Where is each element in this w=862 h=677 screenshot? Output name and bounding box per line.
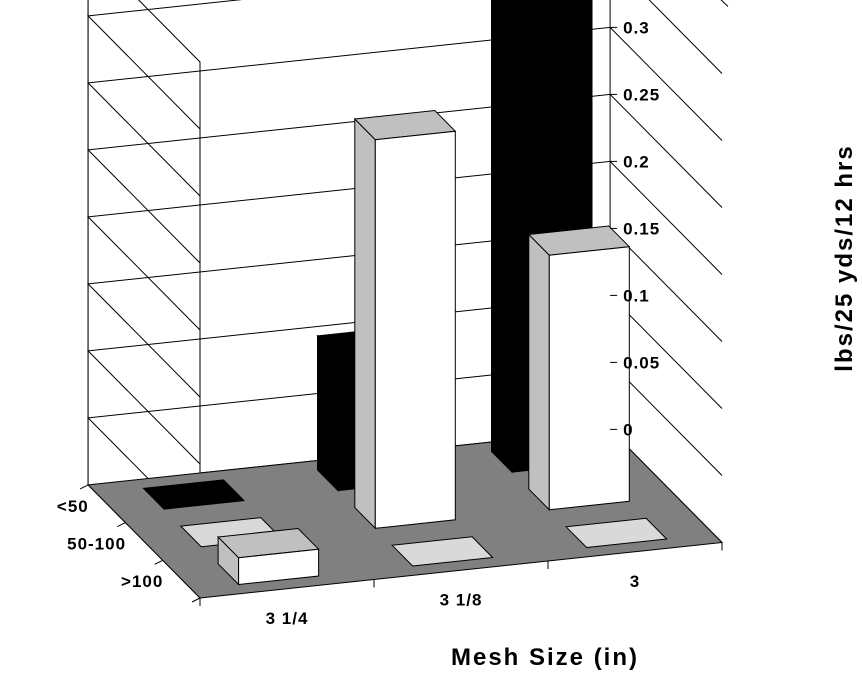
series-tick-label: >100 (121, 572, 163, 591)
gridline (87, 160, 723, 331)
y-tick-label: 0.25 (623, 85, 660, 104)
bar-base (391, 536, 494, 567)
y-tick-label: 0.2 (623, 152, 650, 171)
x-tick-label: 3 (630, 572, 640, 591)
bar (565, 517, 668, 549)
y-tick-label: 0.3 (623, 18, 650, 37)
gridline (87, 294, 723, 465)
chart-bars (142, 0, 668, 586)
bar-front (548, 246, 630, 511)
bar (142, 479, 246, 510)
bar-side (317, 334, 339, 492)
chart-walls (87, 0, 729, 600)
x-tick-label: 3 1/8 (440, 590, 483, 609)
bar-front (374, 130, 456, 529)
x-axis-title: Mesh Size (in) (451, 644, 639, 671)
series-tick-label: <50 (57, 497, 89, 516)
y-tick-label: 0.15 (623, 219, 660, 238)
series-tick-mark (79, 484, 89, 490)
bar (217, 527, 320, 586)
gridline (87, 0, 723, 130)
gridline (87, 26, 723, 197)
bar-side (354, 117, 376, 530)
y-tick-label: 0.1 (623, 286, 650, 305)
bar (527, 225, 631, 512)
series-tick-mark (191, 597, 201, 603)
top-right-edge (720, 0, 729, 7)
series-tick-mark (117, 522, 126, 528)
y-axis-title: lbs/25 yds/12 hrs (831, 144, 858, 371)
bar-base (565, 517, 668, 549)
series-axis-ticks: <50 50-100 >100 (57, 484, 201, 603)
bar-base (142, 479, 246, 510)
bar-side (528, 233, 550, 512)
y-axis-ticks: 00.050.10.150.20.250.30.350.4 (610, 18, 660, 439)
gridline (87, 93, 723, 264)
series-tick-mark (154, 559, 163, 565)
bar (353, 109, 457, 530)
x-tick-label: 3 1/4 (266, 609, 309, 628)
bar-side (491, 0, 513, 474)
bar (391, 536, 494, 567)
y-tick-label: 0 (623, 420, 633, 439)
series-tick-label: 50-100 (67, 534, 126, 553)
gridline (87, 227, 723, 398)
y-tick-label: 0.05 (623, 353, 660, 372)
x-axis-ticks: 3 1/4 3 1/8 3 (199, 542, 723, 628)
bar-front (238, 548, 320, 586)
